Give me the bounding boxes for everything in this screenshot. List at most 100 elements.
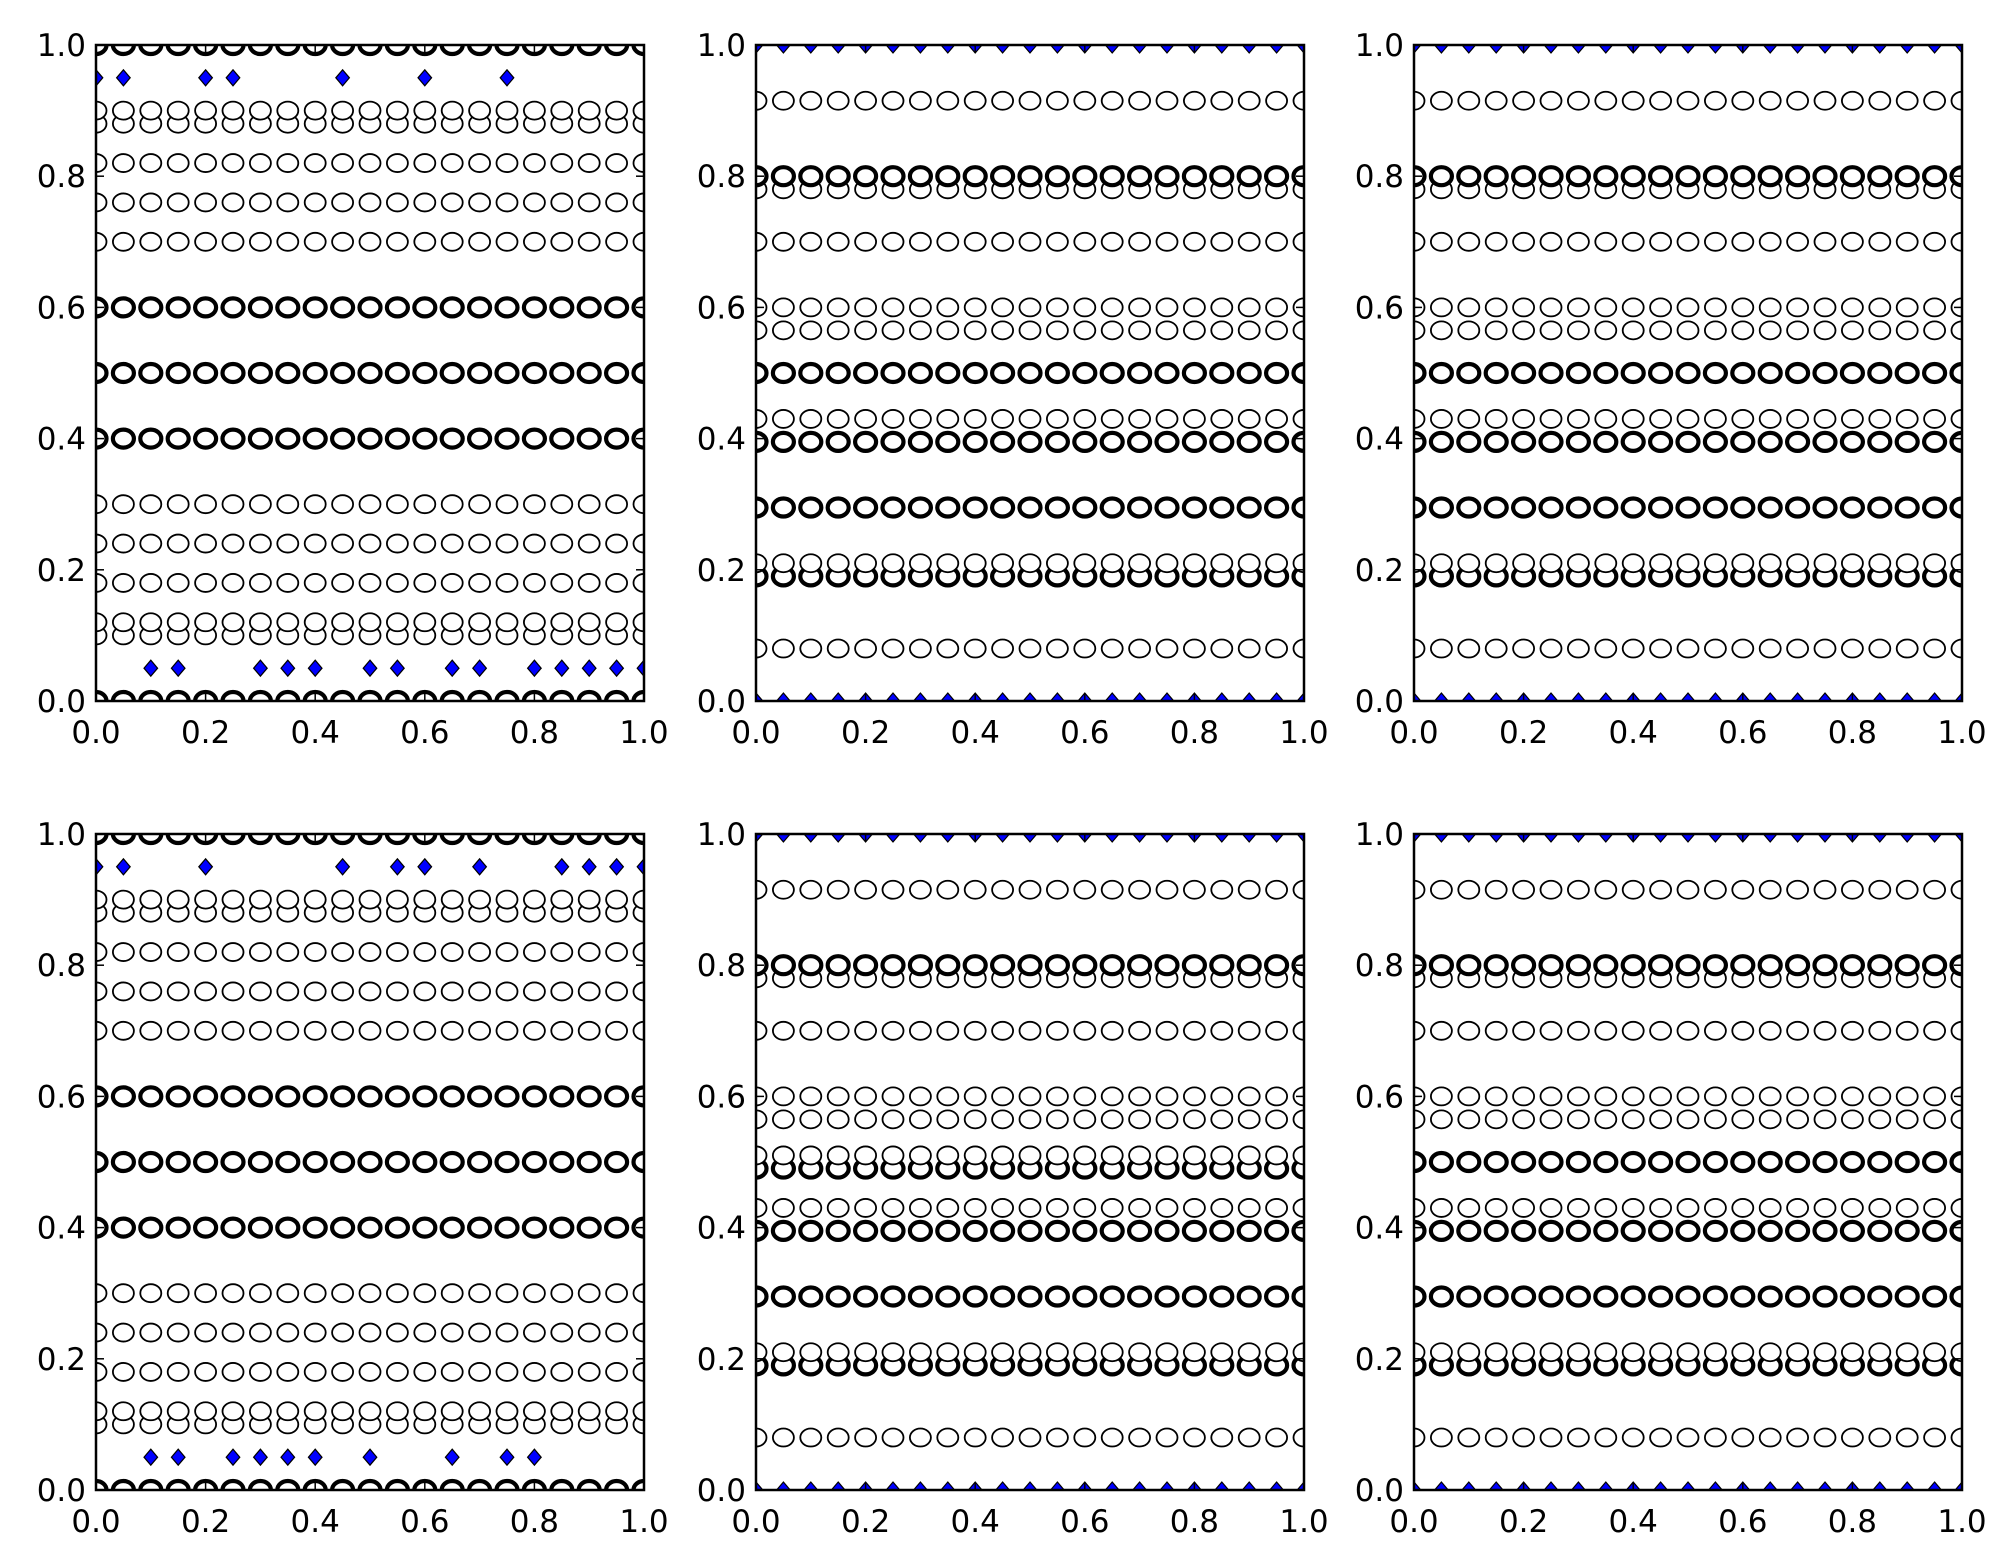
circle-marker (1510, 165, 1537, 188)
circle-marker (772, 90, 795, 111)
circle-marker (799, 1020, 823, 1041)
circle-marker (991, 1198, 1014, 1218)
diamond-marker (389, 857, 405, 876)
circle-marker (96, 942, 108, 962)
circle-marker (1210, 638, 1234, 659)
diamond-marker (1954, 1481, 1962, 1490)
diamond-marker (444, 659, 460, 678)
circle-marker (1647, 1150, 1674, 1174)
circle-marker (1100, 320, 1124, 341)
circle-marker (1594, 1427, 1618, 1448)
circle-marker (1128, 553, 1151, 574)
circle-marker (166, 100, 190, 121)
circle-marker (1210, 90, 1234, 111)
circle-marker (1018, 320, 1042, 341)
circle-marker (193, 1216, 219, 1239)
circle-marker (166, 494, 190, 515)
diamond-marker (1954, 834, 1962, 843)
circle-marker (1949, 1150, 1962, 1174)
circle-marker (1265, 1109, 1288, 1130)
circle-marker (1263, 954, 1290, 977)
circle-marker (1457, 879, 1481, 900)
circle-marker (467, 1085, 493, 1108)
circle-marker (385, 889, 409, 910)
circle-marker (1430, 231, 1453, 252)
circle-marker (1786, 409, 1809, 429)
circle-marker (577, 153, 601, 173)
circle-marker (1758, 1086, 1782, 1107)
circle-marker (605, 1020, 628, 1041)
circle-marker (1484, 90, 1508, 111)
circle-marker (1841, 553, 1864, 574)
circle-marker (935, 1219, 961, 1242)
circle-marker (1841, 1342, 1864, 1363)
circle-marker (1895, 553, 1919, 574)
circle-marker (826, 297, 850, 318)
circle-marker (1237, 409, 1261, 429)
scatter-panel: 0.00.00.20.20.40.40.60.60.80.81.01.0 (1355, 28, 1987, 751)
circle-marker (194, 889, 218, 910)
circle-marker (963, 90, 987, 111)
circle-marker (1621, 231, 1645, 252)
diamond-marker (1927, 1481, 1943, 1490)
circle-marker (220, 427, 246, 450)
circle-marker (384, 1216, 410, 1239)
circle-marker (1538, 1150, 1564, 1174)
circle-marker (221, 889, 245, 910)
circle-marker (1894, 165, 1920, 188)
circle-marker (1786, 320, 1809, 341)
circle-marker (1126, 165, 1153, 188)
circle-marker (1867, 496, 1893, 519)
circle-marker (385, 1020, 409, 1041)
markers-group (1414, 834, 1962, 1490)
circle-marker (440, 612, 464, 633)
circle-marker (247, 296, 273, 319)
circle-marker (854, 320, 877, 341)
circle-marker (357, 1150, 383, 1174)
circle-marker (772, 1020, 795, 1041)
circle-marker (1073, 1109, 1097, 1130)
circle-marker (1758, 1198, 1782, 1218)
circle-marker (139, 573, 163, 593)
circle-marker (1676, 1109, 1700, 1130)
circle-marker (1621, 553, 1645, 574)
circle-marker (385, 533, 409, 554)
diamond-marker (940, 1481, 956, 1490)
circle-marker (1265, 409, 1288, 429)
diamond-marker (1790, 45, 1806, 54)
circle-marker (96, 100, 108, 121)
circle-marker (1430, 90, 1453, 111)
circle-marker (303, 573, 327, 593)
circle-marker (799, 553, 823, 574)
circle-marker (1649, 297, 1672, 318)
circle-marker (112, 494, 135, 515)
circle-marker (1292, 1145, 1304, 1166)
circle-marker (1567, 1427, 1590, 1448)
circle-marker (412, 1085, 438, 1108)
circle-marker (880, 1219, 906, 1242)
circle-marker (275, 361, 301, 385)
circle-marker (1073, 638, 1097, 659)
diamond-marker (1762, 45, 1778, 54)
circle-marker (1099, 430, 1125, 453)
circle-marker (1704, 1086, 1727, 1107)
circle-marker (1812, 954, 1838, 977)
circle-marker (194, 533, 218, 554)
circle-marker (112, 942, 135, 962)
diamond-marker (1927, 692, 1943, 701)
diamond-marker (609, 857, 625, 876)
circle-marker (384, 427, 410, 450)
circle-marker (139, 153, 163, 173)
circle-marker (1894, 361, 1920, 385)
circle-marker (1128, 638, 1151, 659)
circle-marker (1567, 409, 1590, 429)
axes-frame (754, 832, 1306, 1492)
circle-marker (1209, 165, 1235, 188)
circle-marker (550, 1322, 574, 1343)
scatter-panel: 0.00.00.20.20.40.40.60.60.80.81.01.0 (697, 817, 1329, 1540)
circle-marker (1209, 1219, 1235, 1242)
circle-marker (1923, 1020, 1946, 1041)
diamond-marker (1461, 45, 1477, 54)
circle-marker (881, 320, 905, 341)
